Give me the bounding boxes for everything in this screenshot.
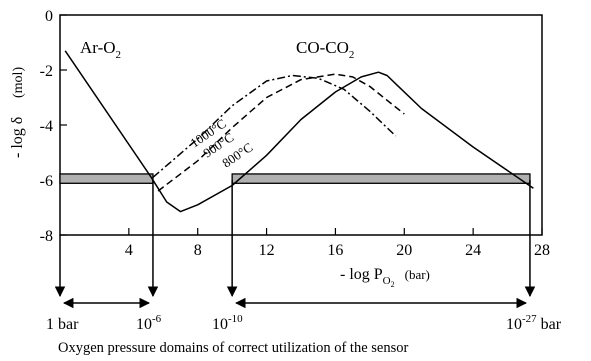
pressure-label-1e-6: 10-6 (136, 313, 162, 333)
y-tick-label: -8 (40, 228, 53, 245)
x-tick-label: 20 (396, 242, 412, 259)
series-lines (64, 50, 534, 213)
y-axis-label: - log δ (mol) (9, 67, 26, 158)
x-tick-label: 4 (125, 242, 133, 259)
y-tick-label: -6 (40, 173, 53, 190)
pressure-label-1e-10: 10-10 (212, 313, 243, 333)
y-tick-label: -4 (40, 118, 53, 135)
pressure-bands (59, 173, 531, 184)
y-axis-ticks: 0 -2 -4 -6 -8 (40, 8, 67, 245)
pressure-label-1bar: 1 bar (46, 316, 79, 333)
x-axis-ticks: 4 8 12 16 20 24 28 (125, 228, 550, 259)
series-line-800 (64, 50, 534, 213)
y-tick-label: -2 (40, 63, 53, 80)
annotation-co-co2: CO-CO2 (296, 38, 354, 61)
domain-arrows (54, 180, 536, 309)
pressure-label-1e-27: 10-27 bar (506, 313, 562, 333)
y-axis-label-unit: (mol) (11, 67, 26, 98)
x-tick-label: 12 (259, 242, 275, 259)
x-tick-label: 16 (327, 242, 343, 259)
series-line-1000 (152, 74, 397, 178)
caption: Oxygen pressure domains of correct utili… (58, 340, 408, 356)
pressure-band (231, 173, 531, 184)
x-axis-label: - log PO2(bar) (340, 266, 430, 289)
x-tick-label: 24 (465, 242, 481, 259)
x-tick-label: 28 (534, 242, 550, 259)
y-axis-label-main: - log δ (9, 117, 26, 158)
pressure-band (59, 173, 154, 184)
series-line-900 (157, 73, 405, 192)
annotation-ar-o2: Ar-O2 (80, 38, 121, 61)
y-tick-label: 0 (45, 8, 53, 25)
x-tick-label: 8 (194, 242, 202, 259)
